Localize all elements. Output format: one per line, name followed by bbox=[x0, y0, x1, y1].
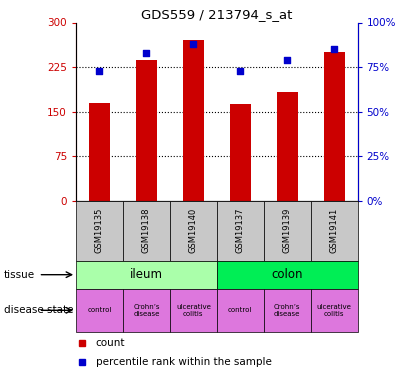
Point bbox=[143, 50, 150, 56]
Bar bbox=[217, 201, 264, 261]
Text: GSM19135: GSM19135 bbox=[95, 208, 104, 254]
Text: control: control bbox=[87, 308, 112, 314]
Text: GSM19137: GSM19137 bbox=[236, 208, 245, 254]
Bar bbox=[277, 92, 298, 201]
Bar bbox=[311, 201, 358, 261]
Bar bbox=[323, 52, 345, 201]
Text: tissue: tissue bbox=[4, 270, 35, 280]
Bar bbox=[89, 103, 110, 201]
Text: Crohn’s
disease: Crohn’s disease bbox=[274, 304, 300, 317]
Bar bbox=[264, 201, 311, 261]
Point bbox=[284, 57, 291, 63]
Text: ulcerative
colitis: ulcerative colitis bbox=[176, 304, 211, 317]
Point bbox=[96, 68, 103, 74]
Bar bbox=[76, 201, 123, 261]
Point bbox=[331, 46, 337, 52]
Bar bbox=[123, 289, 170, 332]
Text: Crohn’s
disease: Crohn’s disease bbox=[133, 304, 159, 317]
Text: control: control bbox=[228, 308, 252, 314]
Bar bbox=[123, 201, 170, 261]
Bar bbox=[217, 289, 264, 332]
Title: GDS559 / 213794_s_at: GDS559 / 213794_s_at bbox=[141, 8, 293, 21]
Bar bbox=[76, 289, 123, 332]
Text: percentile rank within the sample: percentile rank within the sample bbox=[96, 357, 272, 367]
Point bbox=[237, 68, 244, 74]
Bar bbox=[170, 289, 217, 332]
Bar bbox=[264, 289, 311, 332]
Bar bbox=[311, 289, 358, 332]
Bar bbox=[136, 60, 157, 201]
Text: count: count bbox=[96, 338, 125, 348]
Text: GSM19141: GSM19141 bbox=[330, 208, 339, 253]
Bar bbox=[183, 40, 204, 201]
Bar bbox=[217, 261, 358, 289]
Text: GSM19139: GSM19139 bbox=[283, 208, 292, 254]
Text: colon: colon bbox=[271, 268, 303, 281]
Text: GSM19138: GSM19138 bbox=[142, 208, 151, 254]
Bar bbox=[230, 104, 251, 201]
Bar bbox=[76, 261, 217, 289]
Text: disease state: disease state bbox=[4, 305, 74, 315]
Point bbox=[190, 41, 196, 47]
Bar bbox=[170, 201, 217, 261]
Text: ileum: ileum bbox=[130, 268, 163, 281]
Text: GSM19140: GSM19140 bbox=[189, 208, 198, 253]
Text: ulcerative
colitis: ulcerative colitis bbox=[316, 304, 351, 317]
